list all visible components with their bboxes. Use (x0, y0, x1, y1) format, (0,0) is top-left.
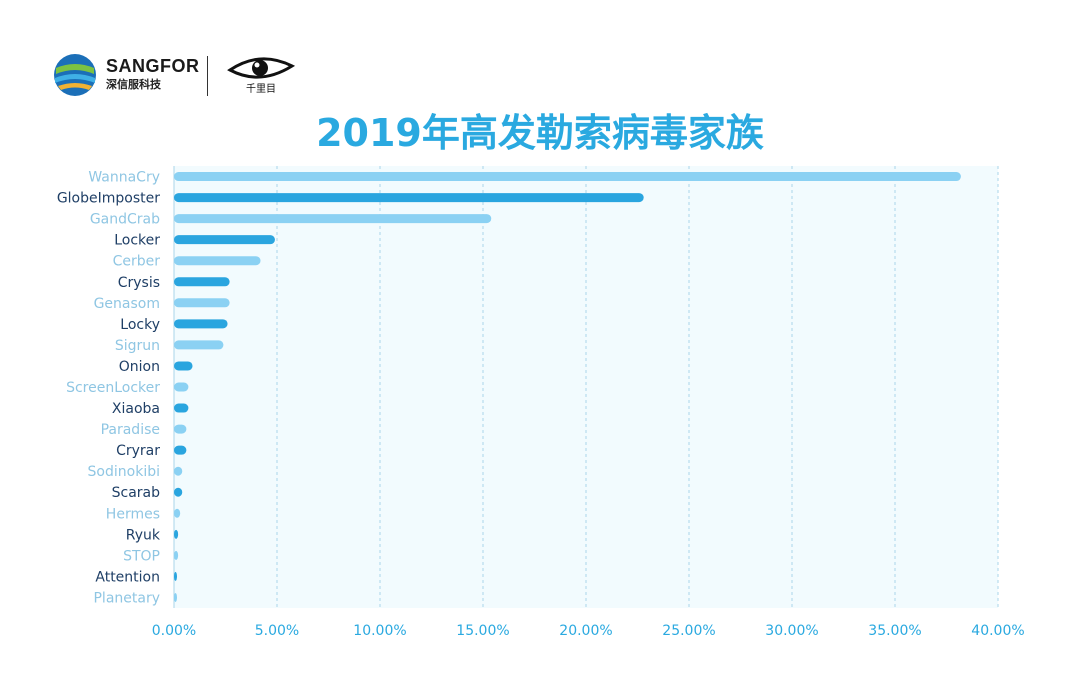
category-label: Cerber (113, 254, 161, 270)
category-label: Attention (95, 569, 160, 585)
category-label: ScreenLocker (66, 380, 160, 396)
category-label: WannaCry (88, 170, 160, 186)
x-tick-label: 25.00% (662, 623, 715, 639)
category-label: Scarab (112, 485, 160, 501)
bar-stop (174, 550, 179, 560)
x-tick-label: 30.00% (765, 623, 818, 639)
category-label: Crysis (118, 275, 160, 291)
bar-wannacry (174, 172, 961, 182)
category-label: Locker (114, 233, 160, 249)
category-label: Hermes (106, 506, 160, 522)
partner-logo-text: 千里目 (246, 83, 276, 95)
bar-genasom (174, 298, 230, 308)
brand-subtitle: 深信服科技 (106, 78, 161, 91)
bar-planetary (174, 592, 177, 602)
brand-name: SANGFOR (106, 56, 200, 76)
category-label: Paradise (101, 422, 160, 438)
bar-ryuk (174, 529, 179, 539)
bar-hermes (174, 508, 181, 518)
x-tick-label: 15.00% (456, 623, 509, 639)
bar-cerber (174, 256, 261, 266)
chart-category-labels: WannaCry GlobeImposter GandCrab Locker Cerbe… (57, 170, 161, 607)
category-label: STOP (123, 548, 160, 564)
bar-attention (174, 571, 177, 581)
category-label: Ryuk (126, 527, 161, 543)
bar-scarab (174, 487, 183, 497)
x-tick-label: 5.00% (255, 623, 299, 639)
chart-grid (173, 166, 999, 608)
bar-globeimposter (174, 193, 644, 203)
eye-logo-icon: 千里目 (227, 57, 296, 95)
category-label: GlobeImposter (57, 191, 160, 207)
bar-crysis (174, 277, 230, 287)
bar-sigrun (174, 340, 224, 350)
chart-x-ticks: 0.00% 5.00% 10.00% 15.00% 20.00% 25.00% 30.00%… (152, 623, 1025, 639)
bar-paradise (174, 424, 187, 434)
category-label: Locky (120, 317, 160, 333)
category-label: Onion (119, 359, 160, 375)
chart-bars (174, 172, 961, 602)
x-tick-label: 40.00% (971, 623, 1024, 639)
x-tick-label: 35.00% (868, 623, 921, 639)
category-label: Xiaoba (112, 401, 160, 417)
category-label: Sigrun (115, 338, 160, 354)
bar-xiaoba (174, 403, 189, 413)
x-tick-label: 10.00% (353, 623, 406, 639)
bar-locky (174, 319, 228, 329)
category-label: Cryrar (116, 443, 160, 459)
x-tick-label: 0.00% (152, 623, 196, 639)
bar-gandcrab (174, 214, 492, 224)
category-label: GandCrab (90, 212, 160, 228)
logo-divider (207, 56, 208, 96)
bar-cryrar (174, 445, 187, 455)
bar-screenlocker (174, 382, 189, 392)
category-label: Genasom (94, 296, 160, 312)
bar-sodinokibi (174, 466, 183, 476)
bar-locker (174, 235, 275, 245)
sangfor-globe-icon (54, 54, 96, 96)
chart-title: 2019年高发勒索病毒家族 (316, 111, 764, 155)
category-label: Planetary (93, 590, 160, 606)
bar-onion (174, 361, 193, 371)
x-tick-label: 20.00% (559, 623, 612, 639)
category-label: Sodinokibi (88, 464, 160, 480)
